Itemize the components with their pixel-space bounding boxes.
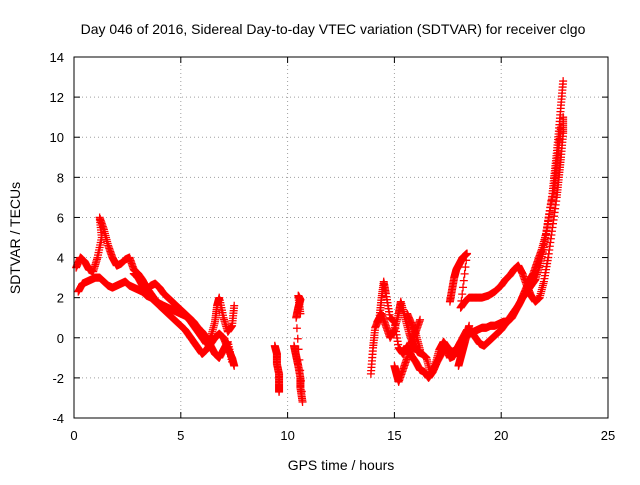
data-point <box>459 283 468 292</box>
x-tick-label: 0 <box>70 428 77 443</box>
y-tick-label: 6 <box>57 210 64 225</box>
data-point <box>275 387 284 396</box>
y-tick-label: -2 <box>52 371 64 386</box>
y-tick-label: 8 <box>57 170 64 185</box>
data-point <box>416 315 425 324</box>
y-tick-label: -4 <box>52 411 64 426</box>
x-tick-label: 10 <box>280 428 294 443</box>
data-point <box>228 357 237 366</box>
data-series <box>270 291 307 406</box>
x-tick-label: 25 <box>601 428 615 443</box>
data-point <box>295 355 304 364</box>
x-tick-label: 20 <box>494 428 508 443</box>
y-tick-label: 4 <box>57 251 64 266</box>
data-point <box>296 376 305 385</box>
y-tick-label: 0 <box>57 331 64 346</box>
plot-frame <box>73 56 609 419</box>
data-point <box>298 397 307 406</box>
data-point <box>462 256 471 265</box>
data-series <box>445 113 568 312</box>
data-point <box>463 249 472 258</box>
y-tick-label: 14 <box>50 50 64 65</box>
data-point <box>465 321 474 330</box>
data-point <box>559 77 568 86</box>
points-layer <box>72 77 568 406</box>
x-tick-label: 5 <box>177 428 184 443</box>
data-point <box>296 366 305 375</box>
data-point <box>230 301 239 310</box>
data-point <box>296 309 305 318</box>
x-tick-label: 15 <box>387 428 401 443</box>
data-series <box>129 269 237 366</box>
data-point <box>230 361 239 370</box>
x-axis-label: GPS time / hours <box>288 457 395 473</box>
data-point <box>458 290 467 299</box>
data-point <box>293 334 302 343</box>
data-point <box>294 345 303 354</box>
data-point <box>292 324 301 333</box>
y-tick-label: 2 <box>57 291 64 306</box>
data-point <box>460 269 469 278</box>
y-tick-label: 10 <box>50 130 64 145</box>
data-point <box>459 276 468 285</box>
data-point <box>559 113 568 122</box>
data-point <box>297 387 306 396</box>
y-axis-label: SDTVAR / TECUs <box>7 182 23 294</box>
data-series <box>390 309 474 386</box>
data-point <box>416 345 425 354</box>
chart-title: Day 046 of 2016, Sidereal Day-to-day VTE… <box>81 21 586 37</box>
y-tick-label: 12 <box>50 90 64 105</box>
data-series <box>74 273 239 370</box>
data-point <box>461 263 470 272</box>
